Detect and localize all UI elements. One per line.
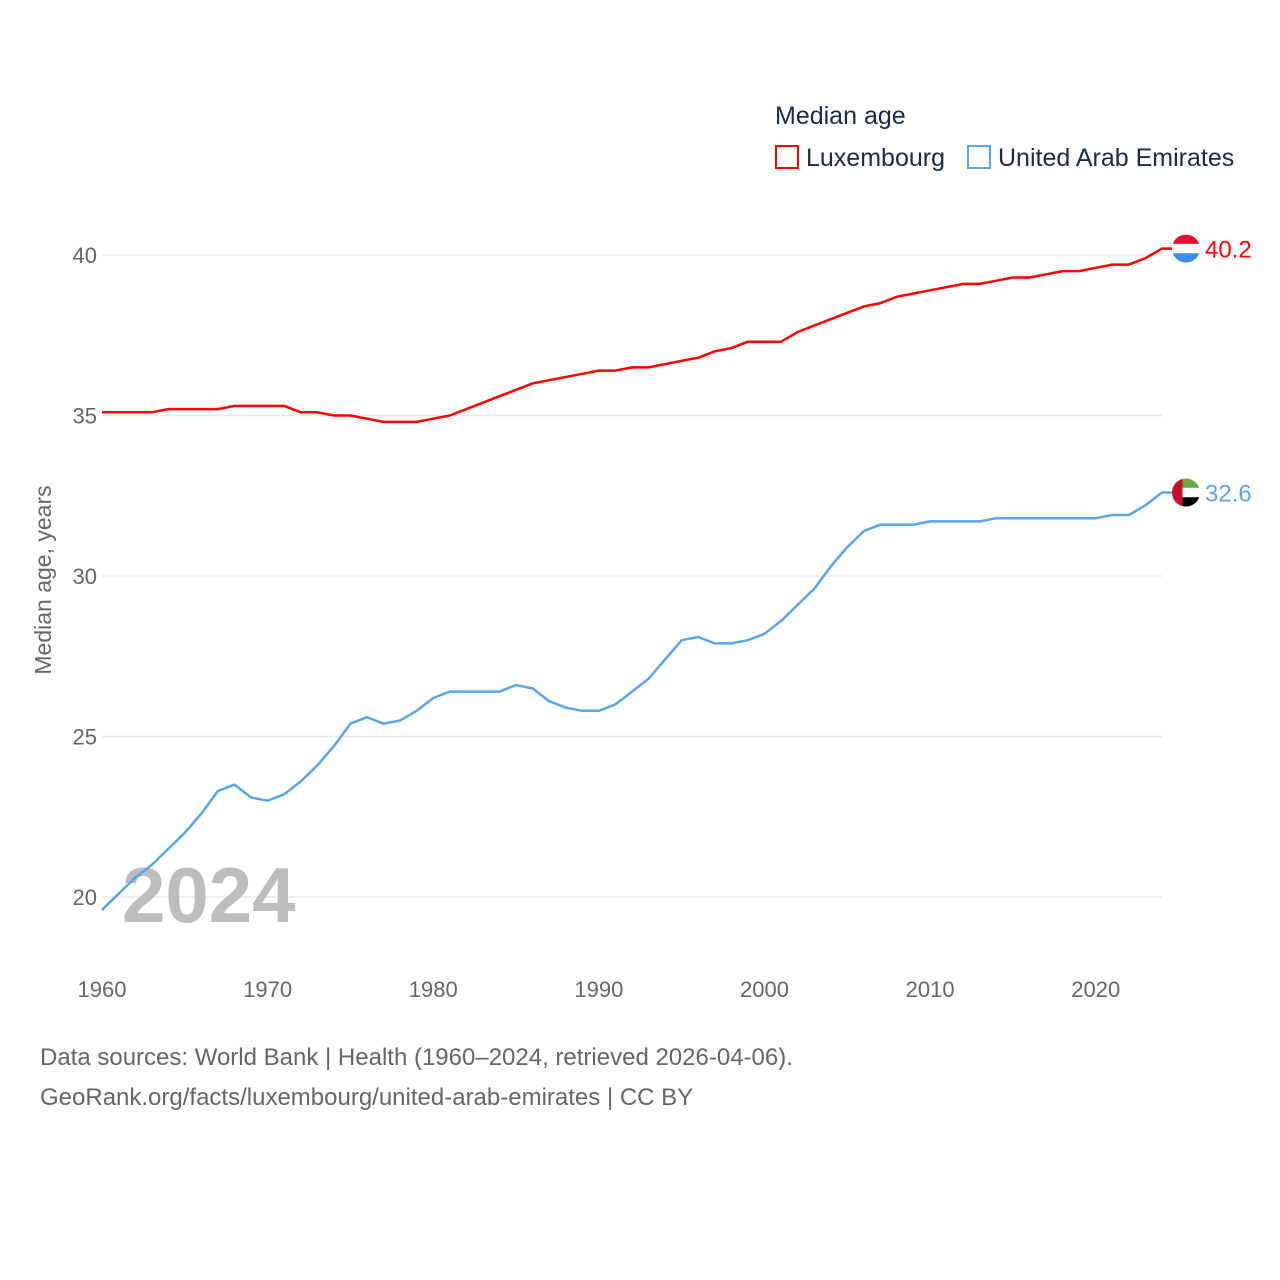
- flag-stripe: [1172, 497, 1200, 507]
- series-line-uae: [101, 491, 1172, 911]
- y-axis-ticks: 20 25 30 35 40: [73, 243, 97, 910]
- x-tick-label: 1960: [78, 977, 127, 1002]
- y-tick-label: 20: [73, 885, 97, 910]
- footer-sources: Data sources: World Bank | Health (1960–…: [40, 1044, 793, 1071]
- legend-title: Median age: [775, 102, 906, 130]
- legend-swatch: [967, 145, 991, 169]
- x-tick-label: 2020: [1071, 977, 1120, 1002]
- uae-flag-icon: [1172, 478, 1200, 507]
- y-tick-label: 35: [73, 404, 97, 429]
- luxembourg-flag-icon: [1172, 234, 1200, 263]
- x-axis-ticks: 1960 1970 1980 1990 2000 2010 2020: [78, 977, 1121, 1002]
- x-tick-label: 1980: [409, 977, 458, 1002]
- x-tick-label: 1970: [243, 977, 292, 1002]
- series-lines: 40.2 32.6: [101, 234, 1252, 911]
- y-tick-label: 25: [73, 725, 97, 750]
- year-watermark: 2024: [122, 851, 296, 939]
- x-tick-label: 2010: [906, 977, 955, 1002]
- legend-swatch: [775, 145, 799, 169]
- flag-stripe: [1172, 253, 1200, 263]
- flag-stripe: [1172, 243, 1200, 254]
- flag-stripe: [1172, 478, 1183, 507]
- footer-link[interactable]: GeoRank.org/facts/luxembourg/united-arab…: [40, 1084, 694, 1111]
- legend-label: United Arab Emirates: [998, 144, 1234, 172]
- flag-stripe: [1172, 234, 1200, 244]
- series-line-luxembourg: [102, 247, 1172, 424]
- y-tick-label: 40: [73, 243, 97, 268]
- flag-fill: [1172, 234, 1200, 263]
- x-tick-label: 1990: [574, 977, 623, 1002]
- y-tick-label: 30: [73, 564, 97, 589]
- x-tick-label: 2000: [740, 977, 789, 1002]
- gridlines: [102, 254, 1162, 898]
- flag-stripe: [1172, 478, 1200, 488]
- flag-fill: [1172, 478, 1200, 507]
- flag-stripe: [1172, 487, 1200, 498]
- legend-label: Luxembourg: [806, 144, 945, 172]
- end-value-label: 32.6: [1205, 481, 1252, 508]
- y-axis-label: Median age, years: [30, 485, 56, 674]
- legend: Luxembourg United Arab Emirates: [775, 144, 1234, 172]
- end-value-label: 40.2: [1205, 237, 1252, 264]
